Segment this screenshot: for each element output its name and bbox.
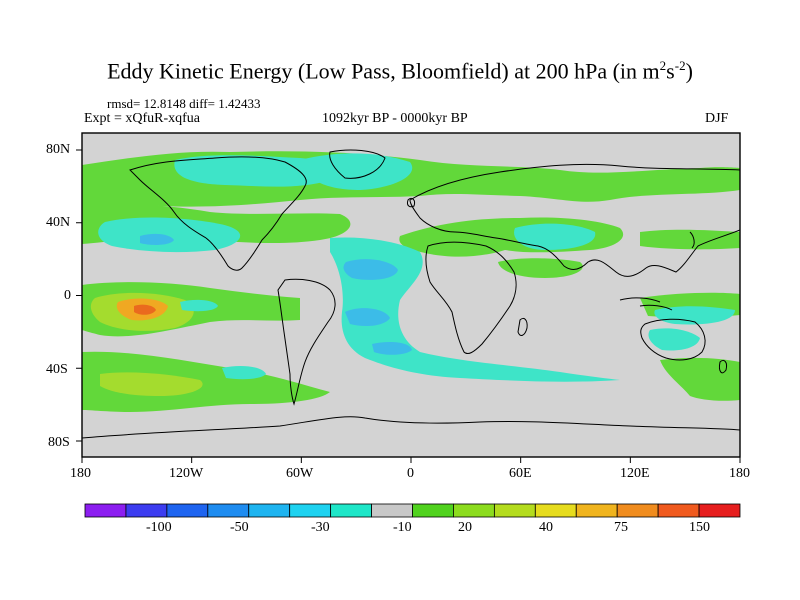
lat-label-40s: 40S [46, 362, 68, 377]
greenland-coastline [329, 149, 386, 179]
lat-label-0: 0 [64, 288, 71, 303]
british-isles-coastline [407, 197, 415, 208]
tropical-pacific-cyan-patch [180, 299, 218, 312]
lon-label-120w: 120W [169, 466, 204, 481]
colorbar-swatch [453, 503, 495, 518]
south-pacific-green-band [82, 351, 330, 412]
colorbar-label: -10 [393, 520, 412, 535]
colorbar-label: 75 [614, 520, 628, 535]
tropical-pacific-red-core [134, 304, 156, 315]
eurasia-coastline [409, 163, 740, 277]
australia-coastline [640, 318, 706, 361]
africa-coastline [425, 241, 517, 355]
pacific-40n-cyan-region [98, 217, 241, 253]
lon-label-60e: 60E [509, 466, 532, 481]
colorbar-swatch [575, 503, 618, 518]
lat-label-80s: 80S [48, 435, 70, 450]
atlantic-blue-core-south [345, 308, 390, 326]
lon-label-180-west: 180 [70, 466, 91, 481]
australia-cyan-region [648, 328, 700, 351]
colorbar-swatch [84, 503, 127, 518]
colorbar-label: 20 [458, 520, 472, 535]
colorbar-swatch [493, 503, 536, 518]
colorbar-swatch [125, 503, 168, 518]
atlantic-blue-core-north [343, 259, 398, 280]
anomaly-field [82, 133, 740, 457]
colorbar-swatch [657, 503, 700, 518]
colorbar-swatch [248, 503, 291, 518]
colorbar-swatch [616, 503, 659, 518]
lon-label-60w: 60W [286, 466, 314, 481]
colorbar-label: -30 [311, 520, 330, 535]
new-zealand-coastline [719, 359, 727, 374]
north-atlantic-cyan-region [300, 153, 413, 190]
south-atlantic-blue-patch [372, 342, 412, 355]
colorbar-swatch [698, 503, 741, 518]
north-america-coastline [129, 156, 307, 271]
south-pacific-lime-region [100, 372, 203, 396]
period-label: 1092kyr BP - 0000kyr BP [322, 111, 468, 126]
colorbar-label: -100 [146, 520, 172, 535]
colorbar-swatch [330, 503, 372, 518]
colorbar-swatch [166, 503, 209, 518]
lat-label-40n: 40N [46, 215, 71, 230]
colorbar-label: -50 [230, 520, 249, 535]
indonesia-coastline [619, 297, 673, 311]
colorbar-swatch [289, 503, 332, 518]
japan-coastline [689, 231, 695, 249]
colorbar-swatch [371, 503, 413, 518]
south-america-coastline [277, 278, 336, 406]
south-pacific-cyan-patch [222, 366, 266, 380]
colorbar-label: 150 [689, 520, 710, 535]
season-label: DJF [705, 111, 729, 126]
indian-ocean-green-band [660, 357, 740, 401]
experiment-label: Expt = xQfuR-xqfua [84, 111, 200, 126]
colorbar [84, 503, 741, 518]
stats-label: rmsd= 12.8148 diff= 1.42433 [107, 96, 261, 111]
axis-ticks [76, 149, 741, 463]
lon-label-180-east: 180 [729, 466, 750, 481]
eurasia-40n-cyan-region [514, 223, 596, 250]
chart-title: Eddy Kinetic Energy (Low Pass, Bloomfiel… [107, 58, 693, 84]
madagascar-coastline [517, 317, 528, 336]
antarctica-coastline [82, 416, 740, 439]
coastlines [82, 149, 740, 439]
pacific-40n-blue-core [140, 233, 174, 245]
lat-label-80n: 80N [46, 142, 71, 157]
colorbar-swatch [207, 503, 250, 518]
colorbar-label: 40 [539, 520, 553, 535]
maritime-continent-cyan-region [654, 306, 735, 325]
lon-label-0: 0 [407, 466, 414, 481]
lon-label-120e: 120E [620, 466, 650, 481]
north-pacific-cyan-region [174, 155, 336, 187]
colorbar-swatch [534, 503, 577, 518]
east-asia-green-band [640, 229, 740, 250]
colorbar-swatch [412, 503, 454, 518]
